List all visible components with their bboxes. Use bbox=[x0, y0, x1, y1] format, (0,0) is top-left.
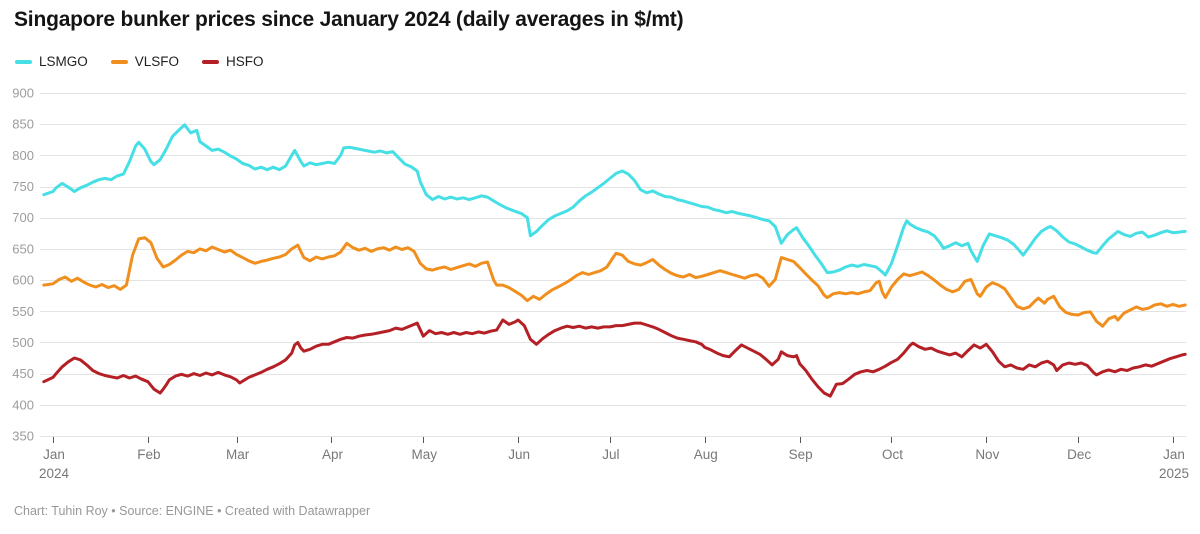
x-axis-label-month: Sep bbox=[789, 447, 813, 462]
legend-item-hsfo: HSFO bbox=[202, 54, 264, 69]
legend-label-hsfo: HSFO bbox=[226, 54, 264, 69]
x-axis-label-month: Jul bbox=[602, 447, 619, 462]
y-axis-label-750: 750 bbox=[12, 179, 34, 194]
y-axis-label-650: 650 bbox=[12, 241, 34, 256]
hsfo-line-swatch-icon bbox=[202, 59, 220, 64]
y-axis-label-350: 350 bbox=[12, 429, 34, 444]
legend-label-lsmgo: LSMGO bbox=[39, 54, 88, 69]
y-axis-label-800: 800 bbox=[12, 148, 34, 163]
legend-label-vlsfo: VLSFO bbox=[134, 54, 180, 69]
series-line-lsmgo bbox=[42, 123, 1187, 277]
y-axis-label-550: 550 bbox=[12, 304, 34, 319]
x-axis-label-month: Mar bbox=[226, 447, 250, 462]
legend-item-lsmgo: LSMGO bbox=[15, 54, 88, 69]
x-axis-label-year: 2025 bbox=[1159, 466, 1189, 481]
series-line-vlsfo bbox=[42, 236, 1187, 328]
x-axis-label-month: Oct bbox=[882, 447, 903, 462]
x-axis-label-year: 2024 bbox=[39, 466, 70, 481]
vlsfo-line-swatch-icon bbox=[110, 59, 128, 64]
x-axis-label-month: Feb bbox=[137, 447, 160, 462]
y-axis-label-600: 600 bbox=[12, 273, 34, 288]
series-line-hsfo bbox=[42, 318, 1187, 398]
legend-item-vlsfo: VLSFO bbox=[110, 54, 180, 69]
y-axis-label-850: 850 bbox=[12, 117, 34, 132]
y-axis-label-500: 500 bbox=[12, 335, 34, 350]
x-axis-label-month: Dec bbox=[1067, 447, 1091, 462]
x-axis-label-month: Apr bbox=[322, 447, 344, 462]
y-axis-label-450: 450 bbox=[12, 366, 34, 381]
page-title: Singapore bunker prices since January 20… bbox=[14, 8, 684, 31]
x-axis-label-month: Nov bbox=[975, 447, 999, 462]
lsmgo-line-swatch-icon bbox=[15, 59, 32, 64]
y-axis-label-400: 400 bbox=[12, 397, 34, 412]
x-axis-label-month: Aug bbox=[694, 447, 718, 462]
x-axis-label-month: May bbox=[412, 447, 438, 462]
credit-line: Chart: Tuhin Roy • Source: ENGINE • Crea… bbox=[14, 504, 371, 518]
y-axis-label-700: 700 bbox=[12, 210, 34, 225]
x-axis-label-month: Jan bbox=[1163, 447, 1185, 462]
y-axis-label-900: 900 bbox=[12, 86, 34, 101]
x-axis-label-month: Jun bbox=[508, 447, 530, 462]
x-axis-label-month: Jan bbox=[43, 447, 65, 462]
chart-legend: LSMGO VLSFO HSFO bbox=[15, 54, 264, 69]
